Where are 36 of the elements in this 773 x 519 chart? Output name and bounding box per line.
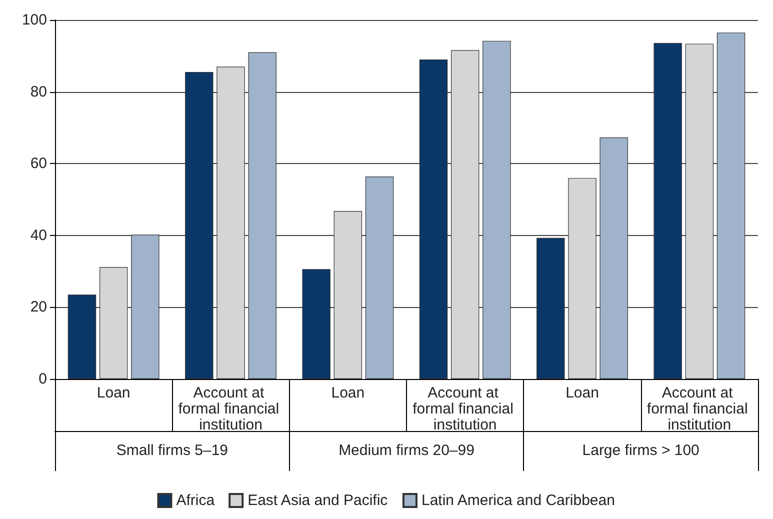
bar bbox=[600, 137, 628, 379]
y-tick-label: 80 bbox=[30, 83, 47, 100]
y-tick-label: 100 bbox=[22, 12, 47, 28]
x-tick-label: Loan bbox=[331, 384, 365, 402]
bar bbox=[568, 178, 596, 379]
bar bbox=[99, 266, 128, 379]
bar bbox=[68, 294, 96, 379]
legend-label: Africa bbox=[176, 492, 216, 509]
legend-label: East Asia and Pacific bbox=[248, 492, 388, 509]
y-tick-label: 40 bbox=[30, 226, 47, 244]
bar bbox=[248, 52, 276, 379]
bar bbox=[536, 238, 565, 379]
legend-label: Latin America and Caribbean bbox=[421, 492, 615, 509]
bar bbox=[185, 72, 214, 379]
text: Small firms 5–19 bbox=[116, 442, 228, 459]
text: Large firms > 100 bbox=[582, 442, 700, 459]
x-tick-label: Account at formal financial institution bbox=[646, 384, 752, 434]
bar bbox=[302, 269, 330, 379]
x-tick-label: Loan bbox=[96, 384, 130, 402]
x-tick-label: Loan bbox=[566, 384, 599, 402]
bar bbox=[654, 42, 682, 379]
bar bbox=[216, 66, 245, 379]
bar bbox=[131, 234, 160, 379]
bar bbox=[716, 32, 746, 379]
bar bbox=[482, 40, 511, 379]
y-tick-label: 20 bbox=[30, 298, 47, 316]
text: Medium firms 20–99 bbox=[338, 442, 474, 459]
bar bbox=[419, 59, 448, 379]
x-tick-label: Account at formal financial institution bbox=[412, 384, 518, 434]
x-tick-label: Account at formal financial institution bbox=[178, 384, 284, 434]
bar bbox=[450, 50, 480, 379]
bar bbox=[334, 210, 362, 379]
y-tick-label: 0 bbox=[38, 370, 47, 388]
bar bbox=[365, 176, 394, 379]
bar bbox=[685, 44, 714, 379]
y-tick-label: 60 bbox=[30, 155, 47, 172]
